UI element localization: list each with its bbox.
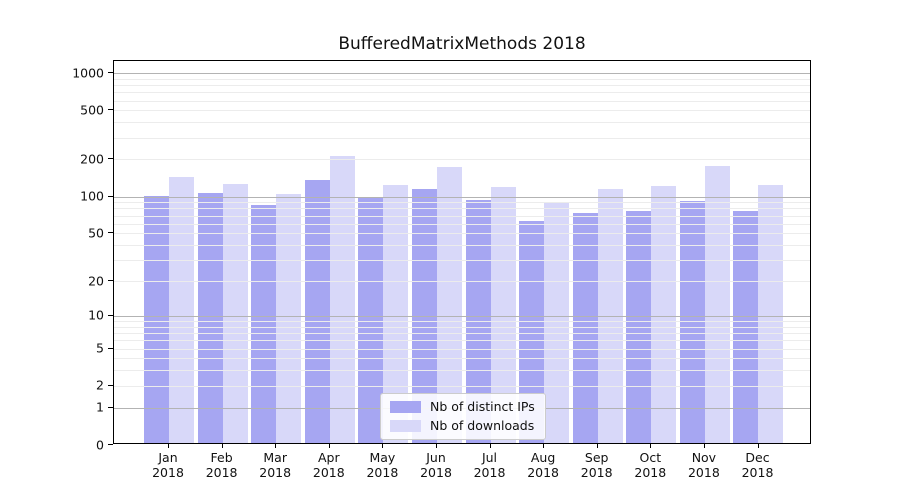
x-tick-mark xyxy=(436,444,437,448)
x-tick-mark xyxy=(275,444,277,448)
bar-downloads-jan xyxy=(169,176,194,443)
y-tick-mark xyxy=(108,444,113,445)
y-tick-mark xyxy=(108,158,113,160)
legend-label-distinct-ips: Nb of distinct IPs xyxy=(430,399,535,414)
x-tick-mark xyxy=(757,444,759,448)
gridline-minor xyxy=(114,92,810,94)
gridline-minor xyxy=(114,159,810,161)
bar-downloads-mar xyxy=(276,194,302,443)
y-tick-mark xyxy=(108,195,113,197)
y-tick-label: 50 xyxy=(88,225,104,241)
gridline-minor xyxy=(114,78,810,80)
y-tick-label: 1000 xyxy=(72,65,104,80)
x-tick-mark xyxy=(489,444,491,448)
y-tick-label: 2 xyxy=(96,377,104,393)
y-tick-mark xyxy=(108,384,113,386)
bar-downloads-oct xyxy=(651,185,677,443)
y-tick-mark xyxy=(108,280,113,282)
x-tick-label-feb: Feb 2018 xyxy=(205,450,238,480)
x-tick-mark xyxy=(650,444,652,448)
x-tick-label-sep: Sep 2018 xyxy=(580,450,613,480)
x-tick-mark xyxy=(221,444,223,448)
gridline-minor xyxy=(114,245,810,246)
x-tick-label-jun: Jun 2018 xyxy=(420,450,452,480)
gridline-minor xyxy=(114,215,810,217)
bar-distinct-ips-apr xyxy=(304,179,330,443)
gridline-major xyxy=(114,73,810,74)
x-tick-label-jan: Jan 2018 xyxy=(152,450,184,480)
y-tick-label: 10 xyxy=(88,307,104,323)
x-tick-label-may: May 2018 xyxy=(366,450,399,480)
gridline-minor xyxy=(114,233,810,235)
gridline-minor xyxy=(114,122,810,124)
legend-item-distinct-ips: Nb of distinct IPs xyxy=(390,399,536,414)
x-tick-label-mar: Mar 2018 xyxy=(259,450,292,480)
bar-distinct-ips-mar xyxy=(251,205,277,443)
legend: Nb of distinct IPs Nb of downloads xyxy=(380,393,546,440)
bar-distinct-ips-sep xyxy=(572,212,598,443)
x-tick-mark xyxy=(168,444,169,448)
x-tick-mark xyxy=(328,444,330,448)
gridline-minor xyxy=(114,358,810,360)
x-tick-mark xyxy=(703,444,705,448)
bar-downloads-feb xyxy=(222,183,248,443)
x-tick-mark xyxy=(543,444,545,448)
y-tick-label: 200 xyxy=(80,151,104,167)
y-tick-label: 1 xyxy=(96,399,104,415)
x-tick-label-apr: Apr 2018 xyxy=(312,450,345,480)
x-tick-label-jul: Jul 2018 xyxy=(473,450,506,480)
gridline-minor xyxy=(114,281,810,283)
y-tick-label: 500 xyxy=(80,102,104,118)
legend-swatch-downloads xyxy=(390,419,421,432)
gridline-minor xyxy=(114,223,810,225)
bar-downloads-apr xyxy=(329,155,355,443)
y-tick-label: 5 xyxy=(96,340,104,356)
bar-distinct-ips-may xyxy=(358,197,384,443)
plot-area xyxy=(113,60,811,444)
x-tick-label-oct: Oct 2018 xyxy=(634,450,667,480)
x-tick-mark xyxy=(382,444,384,448)
x-tick-label-aug: Aug 2018 xyxy=(527,450,559,480)
y-tick-mark xyxy=(108,232,113,234)
y-tick-mark xyxy=(108,406,113,408)
y-tick-label: 100 xyxy=(80,188,104,204)
legend-swatch-distinct-ips xyxy=(390,400,421,413)
gridline-minor xyxy=(114,202,810,204)
x-tick-label-nov: Nov 2018 xyxy=(687,450,720,480)
gridline-minor xyxy=(114,370,810,372)
gridline-minor xyxy=(114,100,810,102)
gridline-minor xyxy=(114,260,810,262)
x-tick-label-dec: Dec 2018 xyxy=(741,450,774,480)
gridline-minor xyxy=(114,326,810,328)
gridline-minor xyxy=(114,333,810,334)
y-tick-mark xyxy=(108,72,113,73)
gridline-major xyxy=(114,315,810,317)
bar-downloads-dec xyxy=(758,184,784,443)
gridline-minor xyxy=(114,321,810,322)
gridline-major xyxy=(114,196,810,198)
gridline-minor xyxy=(114,348,810,350)
y-tick-label: 20 xyxy=(88,273,104,289)
y-tick-mark xyxy=(108,109,113,111)
gridline-minor xyxy=(114,137,810,139)
bar-downloads-aug xyxy=(544,203,570,443)
gridline-minor xyxy=(114,110,810,112)
bar-downloads-nov xyxy=(704,165,730,443)
x-tick-mark xyxy=(596,444,598,448)
gridline-minor xyxy=(114,85,810,86)
y-tick-mark xyxy=(108,347,113,349)
y-tick-label: 0 xyxy=(96,437,104,452)
bar-distinct-ips-jan xyxy=(144,195,169,443)
gridline-minor xyxy=(114,208,810,210)
legend-label-downloads: Nb of downloads xyxy=(430,418,535,433)
bar-distinct-ips-feb xyxy=(197,192,223,443)
gridline-minor xyxy=(114,340,810,342)
chart-title: BufferedMatrixMethods 2018 xyxy=(338,34,586,54)
y-tick-mark xyxy=(108,314,113,316)
gridline-minor xyxy=(114,385,810,387)
legend-item-downloads: Nb of downloads xyxy=(390,418,536,433)
